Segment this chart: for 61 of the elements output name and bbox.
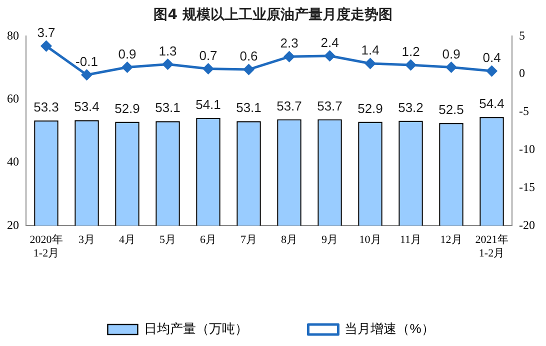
data-label: -0.1 <box>76 54 98 69</box>
chart-title: 图4 规模以上工业原油产量月度走势图 <box>152 6 394 24</box>
data-label: 0.9 <box>118 46 136 62</box>
point <box>365 58 376 69</box>
data-label: 3.7 <box>37 25 56 40</box>
data-label: 0.9 <box>442 46 460 62</box>
y2-tick-label: 0 <box>519 66 526 80</box>
point <box>284 51 294 62</box>
point <box>244 64 254 75</box>
x-tick-label: 12月 <box>440 234 462 246</box>
data-label: 52.9 <box>358 100 383 116</box>
x-tick-label: 2020年 1-2月 <box>30 234 63 260</box>
data-label: 52.5 <box>438 102 464 118</box>
y-tick-label: 20 <box>7 218 19 232</box>
legend-label: 日均产量（万吨） <box>144 321 248 336</box>
data-label: 0.6 <box>240 48 258 64</box>
y-tick-label: 80 <box>7 28 19 42</box>
x-tick-label: 7月 <box>240 234 257 246</box>
point <box>41 40 52 52</box>
y2-tick-label: -20 <box>519 218 536 232</box>
point <box>446 62 457 73</box>
y-tick-label: 60 <box>7 91 19 106</box>
x-tick-label: 5月 <box>160 234 176 246</box>
y-tick-label: 40 <box>7 154 19 169</box>
x-tick-label: 3月 <box>78 234 95 246</box>
x-tick-label: 4月 <box>119 234 136 246</box>
point <box>122 62 132 73</box>
data-label: 52.9 <box>114 100 140 116</box>
y2-tick-label: -10 <box>519 142 536 156</box>
x-tick-label: 9月 <box>322 234 338 246</box>
legend-label: 当月增速（%） <box>344 321 434 336</box>
point <box>486 66 498 76</box>
x-tick-label: 10月 <box>359 234 382 246</box>
data-label: 54.4 <box>479 96 504 112</box>
data-label: 2.3 <box>280 36 298 51</box>
data-label: 53.4 <box>74 99 100 114</box>
data-label: 54.1 <box>196 97 221 112</box>
point <box>324 50 336 62</box>
data-label: 1.3 <box>158 43 177 58</box>
y2-tick-label: -15 <box>519 180 536 194</box>
data-label: 0.7 <box>199 48 218 63</box>
point <box>406 60 416 70</box>
data-label: 53.1 <box>236 100 262 116</box>
data-label: 53.3 <box>34 100 59 115</box>
data-label: 0.4 <box>482 50 501 66</box>
data-label: 53.7 <box>317 98 342 114</box>
data-label: 53.2 <box>398 100 424 115</box>
data-label: 1.2 <box>402 44 420 60</box>
x-tick-label: 11月 <box>400 234 422 246</box>
data-label: 53.1 <box>155 100 180 116</box>
point <box>82 70 92 80</box>
point <box>162 58 173 70</box>
y2-tick-label: 5 <box>519 28 526 42</box>
y2-tick-label: -5 <box>519 104 530 118</box>
x-tick-label: 2021年 1-2月 <box>475 234 508 260</box>
data-label: 2.4 <box>320 34 339 50</box>
x-tick-label: 6月 <box>200 234 216 246</box>
data-label: 53.7 <box>276 98 302 114</box>
data-label: 1.4 <box>361 42 380 58</box>
point <box>203 64 214 74</box>
x-tick-label: 8月 <box>281 234 298 246</box>
